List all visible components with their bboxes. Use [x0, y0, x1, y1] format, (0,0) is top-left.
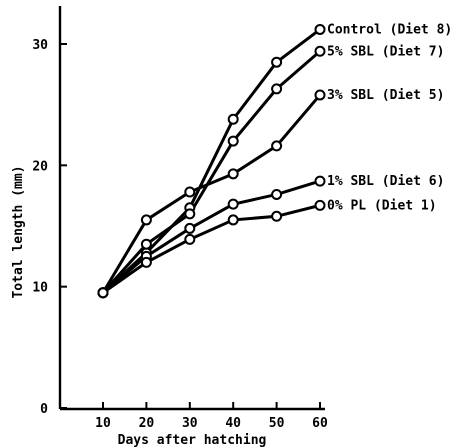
- data-point-1-sbl-diet-6-40: [227, 198, 239, 210]
- series-points: [97, 23, 326, 299]
- data-point-3-sbl-diet-5-60: [314, 89, 326, 101]
- data-point-5-sbl-diet-7-50: [271, 83, 283, 95]
- y-ticks: 0 10 20 30: [32, 38, 67, 417]
- x-tick-label-20: 20: [139, 416, 155, 431]
- series-line-0-pl-diet-1: [102, 203, 321, 294]
- axes: [58, 6, 325, 411]
- y-tick-label-20: 20: [32, 159, 48, 174]
- data-point-5-sbl-diet-7-20: [140, 238, 152, 250]
- series-label-3-sbl-diet-5: 3% SBL (Diet 5): [327, 88, 444, 103]
- data-point-3-sbl-diet-5-20: [140, 214, 152, 226]
- x-tick-label-50: 50: [269, 416, 285, 431]
- series-labels: Control (Diet 8) 5% SBL (Diet 7) 3% SBL (D…: [327, 22, 452, 213]
- data-point-0-pl-diet-1-20: [140, 256, 152, 268]
- y-tick-label-10: 10: [32, 281, 48, 296]
- y-tick-label-30: 30: [32, 38, 48, 53]
- x-tick-label-30: 30: [182, 416, 198, 431]
- data-point-1-sbl-diet-6-60: [314, 175, 326, 187]
- data-point-control-diet-8-50: [271, 56, 283, 68]
- data-point-control-diet-8-60: [314, 23, 326, 35]
- data-point-5-sbl-diet-7-30: [184, 208, 196, 220]
- y-tick-label-0: 0: [40, 402, 48, 417]
- x-tick-label-40: 40: [225, 416, 241, 431]
- data-point-0-pl-diet-1-40: [227, 214, 239, 226]
- data-point-3-sbl-diet-5-30: [184, 186, 196, 198]
- data-point-0-pl-diet-1-10: [97, 287, 109, 299]
- series-line-control-diet-8: [101, 28, 321, 294]
- data-point-1-sbl-diet-6-30: [184, 222, 196, 234]
- x-axis-title: Days after hatching: [118, 433, 267, 448]
- series-line-1-sbl-diet-6: [102, 179, 321, 294]
- data-point-3-sbl-diet-5-40: [227, 168, 239, 180]
- data-point-1-sbl-diet-6-50: [271, 188, 283, 200]
- series-lines: [101, 28, 322, 294]
- data-point-0-pl-diet-1-60: [314, 199, 326, 211]
- x-tick-label-60: 60: [312, 416, 328, 431]
- series-label-1-sbl-diet-6: 1% SBL (Diet 6): [327, 174, 444, 189]
- series-label-control-diet-8: Control (Diet 8): [327, 22, 452, 37]
- series-line-5-sbl-diet-7: [101, 50, 321, 294]
- series-label-5-sbl-diet-7: 5% SBL (Diet 7): [327, 44, 444, 59]
- series-label-0-pl-diet-1: 0% PL (Diet 1): [327, 198, 437, 213]
- x-tick-label-10: 10: [95, 416, 111, 431]
- data-point-5-sbl-diet-7-60: [314, 45, 326, 57]
- data-point-3-sbl-diet-5-50: [271, 140, 283, 152]
- x-ticks: 10 20 30 40 50 60: [95, 402, 328, 431]
- series-line-3-sbl-diet-5: [101, 93, 322, 294]
- data-point-control-diet-8-40: [227, 113, 239, 125]
- data-point-5-sbl-diet-7-40: [227, 135, 239, 147]
- data-point-0-pl-diet-1-50: [271, 210, 283, 222]
- y-axis-title: Total length (mm): [11, 165, 26, 298]
- data-point-0-pl-diet-1-30: [184, 233, 196, 245]
